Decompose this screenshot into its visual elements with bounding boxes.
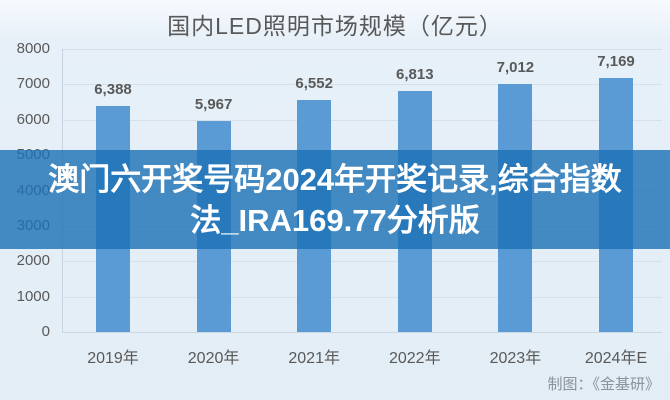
y-tick-label-7000: 7000 [16, 75, 50, 93]
gridline-2000 [62, 261, 662, 263]
x-axis-label-2021年: 2021年 [288, 350, 340, 367]
data-label-2019年: 6,388 [94, 81, 132, 99]
data-label-2021年: 6,552 [295, 75, 333, 93]
source-note: 制图：《金基研》 [547, 376, 660, 393]
gridline-7000 [62, 84, 662, 86]
gridline-1000 [62, 296, 662, 298]
data-label-2024年E: 7,169 [597, 53, 635, 71]
x-axis-label-2024年E: 2024年E [584, 350, 648, 367]
y-tick-label-1000: 1000 [16, 287, 50, 305]
y-tick-label-0: 0 [41, 323, 50, 340]
x-axis-label-2023年: 2023年 [489, 350, 542, 367]
data-label-2020年: 5,967 [194, 95, 233, 113]
x-axis-label-2020年: 2020年 [187, 350, 240, 367]
y-tick-label-8000: 8000 [16, 40, 50, 57]
x-axis-label-2019年: 2019年 [87, 350, 139, 367]
watermark-text-line1: 澳门六开奖号码2024年开奖记录,综合指数 [48, 161, 622, 197]
gridline-6000 [62, 119, 662, 121]
watermark-banner: 澳门六开奖号码2024年开奖记录,综合指数 法_IRA169.77分析版 [0, 150, 670, 249]
x-axis-label-2022年: 2022年 [388, 350, 441, 367]
chart-title: 国内LED照明市场规模（亿元） [167, 13, 503, 39]
gridline-0 [62, 332, 662, 333]
data-label-2023年: 7,012 [496, 58, 535, 76]
watermark-text-line2: 法_IRA169.77分析版 [190, 202, 480, 238]
y-tick-label-2000: 2000 [16, 252, 50, 270]
data-label-2022年: 6,813 [396, 65, 434, 83]
y-tick-label-6000: 6000 [16, 110, 50, 128]
gridline-8000 [62, 49, 662, 50]
